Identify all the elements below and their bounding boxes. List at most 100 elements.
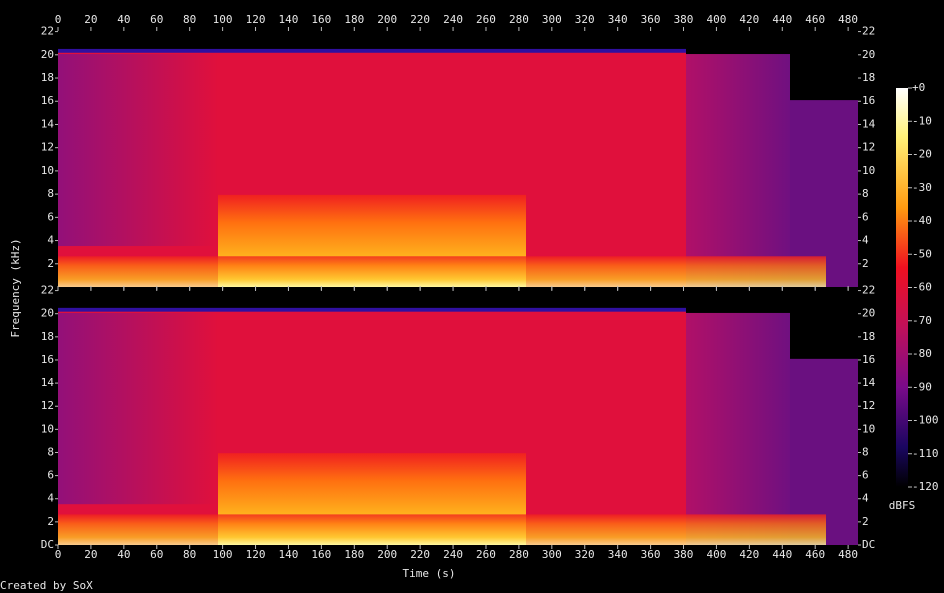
x-tick-label: 280 xyxy=(509,548,529,561)
y-tick-label: 6 xyxy=(47,469,54,482)
x-tick-label: 180 xyxy=(344,548,364,561)
colorbar-tick-label: -10 xyxy=(912,114,932,127)
x-tick-label: 360 xyxy=(641,548,661,561)
x-tick-label: 80 xyxy=(183,548,196,561)
y-tick-label: 6 xyxy=(47,210,54,223)
y-tick-label: 18 xyxy=(862,330,875,343)
x-tick-label: 420 xyxy=(739,548,759,561)
y-tick-label: 10 xyxy=(862,164,875,177)
colorbar-tick-label: -100 xyxy=(912,414,939,427)
x-tick-label: 0 xyxy=(55,13,62,26)
x-tick-label: 160 xyxy=(311,13,331,26)
y-tick-label: 8 xyxy=(862,445,869,458)
x-tick-label: 420 xyxy=(739,13,759,26)
x-tick-label: 300 xyxy=(542,13,562,26)
energy-low xyxy=(58,514,826,545)
y-tick-label: 2 xyxy=(862,257,869,270)
y-tick-label: 6 xyxy=(862,469,869,482)
x-tick-label: 400 xyxy=(706,13,726,26)
y-tick-label: 20 xyxy=(862,307,875,320)
colorbar-tick-label: -110 xyxy=(912,447,939,460)
x-tick-label: 60 xyxy=(150,548,163,561)
y-tick-label: 10 xyxy=(41,164,54,177)
x-tick-label: 400 xyxy=(706,548,726,561)
x-tick-label: 180 xyxy=(344,13,364,26)
x-tick-label: 40 xyxy=(117,548,130,561)
x-tick-label: 240 xyxy=(443,548,463,561)
y-tick-label: 18 xyxy=(41,330,54,343)
y-tick-label: 4 xyxy=(862,234,869,247)
y-tick-label: 2 xyxy=(47,515,54,528)
x-tick-label: 280 xyxy=(509,13,529,26)
x-tick-label: 320 xyxy=(575,548,595,561)
energy-fade xyxy=(58,54,218,247)
y-tick-label: 18 xyxy=(41,71,54,84)
x-tick-label: 200 xyxy=(377,548,397,561)
y-tick-label: 12 xyxy=(862,141,875,154)
x-tick-label: 380 xyxy=(674,548,694,561)
y-tick-label: 12 xyxy=(41,141,54,154)
y-tick-label: 4 xyxy=(862,492,869,505)
y-tick-label: 16 xyxy=(41,353,54,366)
y-tick-label: DC xyxy=(862,538,875,551)
x-tick-label: 100 xyxy=(213,548,233,561)
spectrogram-area xyxy=(58,31,858,545)
x-tick-label: 260 xyxy=(476,548,496,561)
x-axis-label: Time (s) xyxy=(403,567,456,580)
colorbar-tick-label: -30 xyxy=(912,181,932,194)
y-tick-label: 20 xyxy=(862,48,875,61)
colorbar-label: dBFS xyxy=(889,499,916,512)
y-axis-label: Frequency (kHz) xyxy=(9,238,22,337)
x-tick-label: 160 xyxy=(311,548,331,561)
x-tick-label: 0 xyxy=(55,548,62,561)
y-tick-label: 10 xyxy=(862,422,875,435)
y-tick-label: 8 xyxy=(862,187,869,200)
x-tick-label: 320 xyxy=(575,13,595,26)
y-tick-label: 14 xyxy=(862,376,876,389)
y-tick-label: 22 xyxy=(41,284,54,297)
y-tick-label: 14 xyxy=(41,117,55,130)
x-tick-label: 120 xyxy=(246,13,266,26)
x-tick-label: 440 xyxy=(772,548,792,561)
x-tick-label: 100 xyxy=(213,13,233,26)
x-tick-label: 380 xyxy=(674,13,694,26)
y-tick-label: 12 xyxy=(41,399,54,412)
energy-low xyxy=(58,256,826,287)
x-tick-label: 340 xyxy=(608,13,628,26)
x-tick-label: 440 xyxy=(772,13,792,26)
y-tick-label: 2 xyxy=(862,515,869,528)
x-tick-label: 480 xyxy=(838,548,858,561)
y-tick-label: 20 xyxy=(41,48,54,61)
x-tick-label: 360 xyxy=(641,13,661,26)
x-tick-label: 480 xyxy=(838,13,858,26)
energy-tail xyxy=(790,358,858,545)
y-tick-label: 2 xyxy=(47,257,54,270)
colorbar xyxy=(896,88,908,487)
x-tick-label: 240 xyxy=(443,13,463,26)
colorbar-tick-label: -20 xyxy=(912,148,932,161)
y-tick-label: 16 xyxy=(41,94,54,107)
colorbar-tick-label: -70 xyxy=(912,314,932,327)
credit: Created by SoX xyxy=(0,579,93,592)
x-tick-label: 140 xyxy=(279,548,299,561)
x-tick-label: 200 xyxy=(377,13,397,26)
y-tick-label: 16 xyxy=(862,353,875,366)
y-tick-label: 8 xyxy=(47,187,54,200)
x-tick-label: 460 xyxy=(805,548,825,561)
energy-edge xyxy=(58,307,686,312)
x-tick-label: 460 xyxy=(805,13,825,26)
x-tick-label: 60 xyxy=(150,13,163,26)
y-tick-label: 16 xyxy=(862,94,875,107)
colorbar-tick-label: -40 xyxy=(912,214,932,227)
energy-fade xyxy=(58,312,218,505)
y-tick-label: 14 xyxy=(41,376,55,389)
x-tick-label: 40 xyxy=(117,13,130,26)
y-tick-label: 22 xyxy=(862,284,875,297)
y-tick-label: 4 xyxy=(47,234,54,247)
energy-tail xyxy=(790,100,858,288)
x-tick-label: 120 xyxy=(246,548,266,561)
y-tick-label: 14 xyxy=(862,117,876,130)
colorbar-tick-label: -60 xyxy=(912,281,932,294)
y-tick-label: 18 xyxy=(862,71,875,84)
colorbar-tick-label: -120 xyxy=(912,480,939,493)
